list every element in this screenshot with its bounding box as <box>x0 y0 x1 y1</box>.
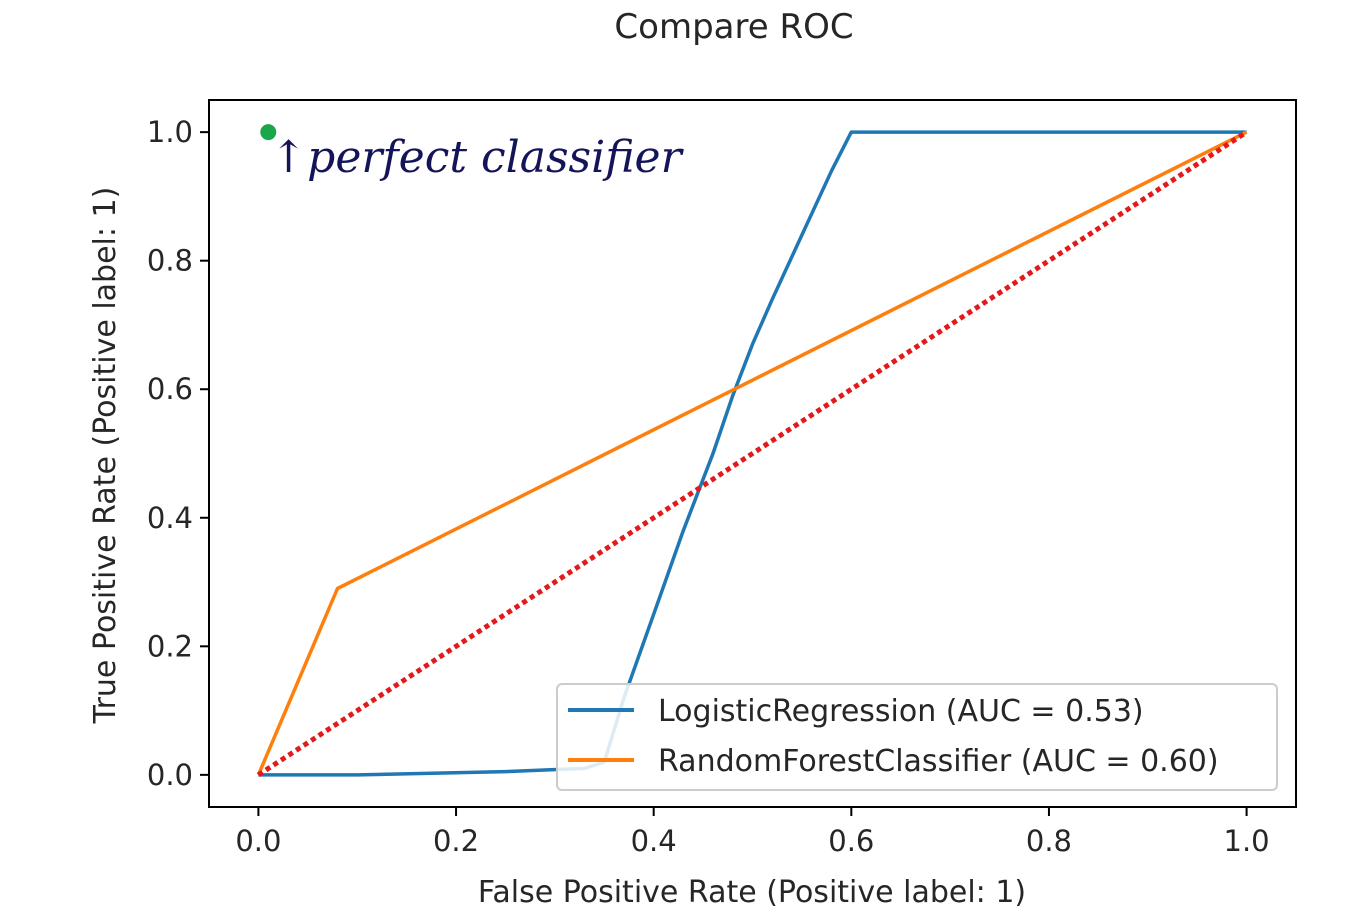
y-tick-label: 0.8 <box>147 244 193 278</box>
y-tick-label: 0.4 <box>147 501 193 535</box>
y-tick-label: 0.2 <box>147 629 193 663</box>
legend-label-logistic: LogisticRegression (AUC = 0.53) <box>658 694 1144 729</box>
annotation-text: ↑perfect classifier <box>270 132 684 183</box>
random-forest-curve <box>256 130 1248 776</box>
x-axis-title: False Positive Rate (Positive label: 1) <box>478 875 1026 910</box>
chart-title: Compare ROC <box>614 7 853 47</box>
plot-area-frame <box>208 99 1297 808</box>
x-tick-label: 0.8 <box>1026 824 1072 858</box>
x-tick-label: 0.2 <box>433 824 479 858</box>
y-tick-label: 1.0 <box>147 115 193 149</box>
x-tick-label: 0.4 <box>631 824 677 858</box>
legend-label-randomforest: RandomForestClassifier (AUC = 0.60) <box>658 744 1219 779</box>
y-axis-ticks: 0.0 0.2 0.4 0.6 0.8 1.0 <box>147 115 209 792</box>
legend: LogisticRegression (AUC = 0.53) RandomFo… <box>556 683 1278 791</box>
x-tick-label: 0.0 <box>235 824 281 858</box>
series-lines <box>256 130 1248 777</box>
x-axis-ticks: 0.0 0.2 0.4 0.6 0.8 1.0 <box>235 807 1270 858</box>
annotation: ↑perfect classifier <box>260 124 685 183</box>
chance-diagonal-line <box>257 130 1248 777</box>
y-tick-label: 0.0 <box>147 758 193 792</box>
legend-box <box>556 683 1278 791</box>
x-tick-label: 1.0 <box>1224 824 1270 858</box>
perfect-classifier-marker <box>260 124 277 141</box>
y-axis-title: True Positive Rate (Positive label: 1) <box>88 187 123 725</box>
y-tick-label: 0.6 <box>147 372 193 406</box>
logistic-regression-curve <box>258 130 1247 777</box>
x-tick-label: 0.6 <box>828 824 874 858</box>
